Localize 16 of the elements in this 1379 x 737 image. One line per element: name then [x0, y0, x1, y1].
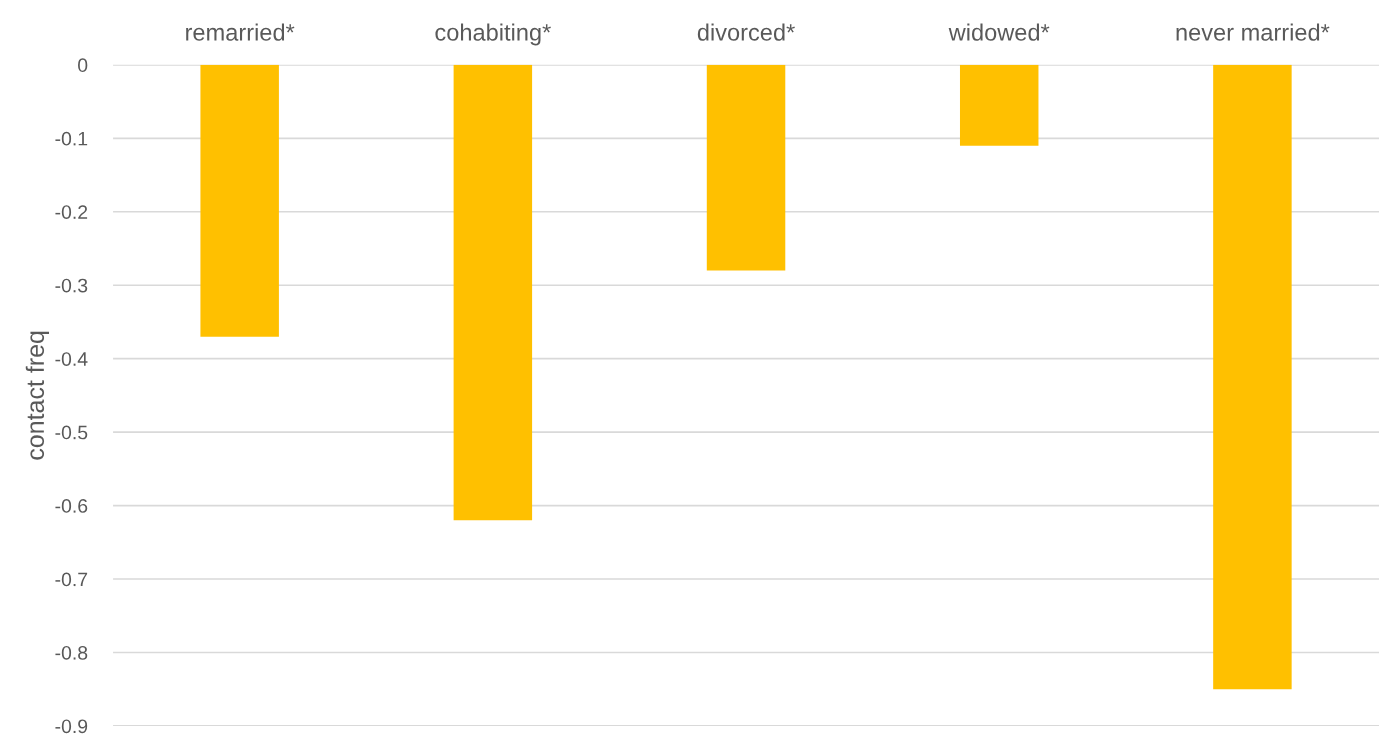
- y-tick-label: -0.1: [55, 131, 88, 146]
- y-tick-label: -0.2: [55, 205, 88, 219]
- y-tick-label: -0.3: [55, 278, 88, 293]
- y-tick-label: -0.4: [55, 352, 88, 366]
- x-tick-label: widowed*: [948, 23, 1050, 41]
- y-tick-label: -0.7: [55, 572, 88, 587]
- x-tick-label: cohabiting*: [435, 23, 551, 46]
- y-tick-label: -0.5: [55, 425, 88, 440]
- y-axis-title: contact freq: [25, 331, 50, 460]
- y-tick-label: -0.8: [55, 645, 88, 660]
- x-tick-label: never married*: [1176, 23, 1330, 41]
- y-tick-label: -0.9: [55, 719, 88, 734]
- x-tick-label: divorced*: [697, 23, 795, 41]
- y-tick-label: 0: [78, 58, 88, 73]
- x-tick-label: remarried*: [186, 23, 295, 41]
- y-tick-label: -0.6: [55, 499, 88, 513]
